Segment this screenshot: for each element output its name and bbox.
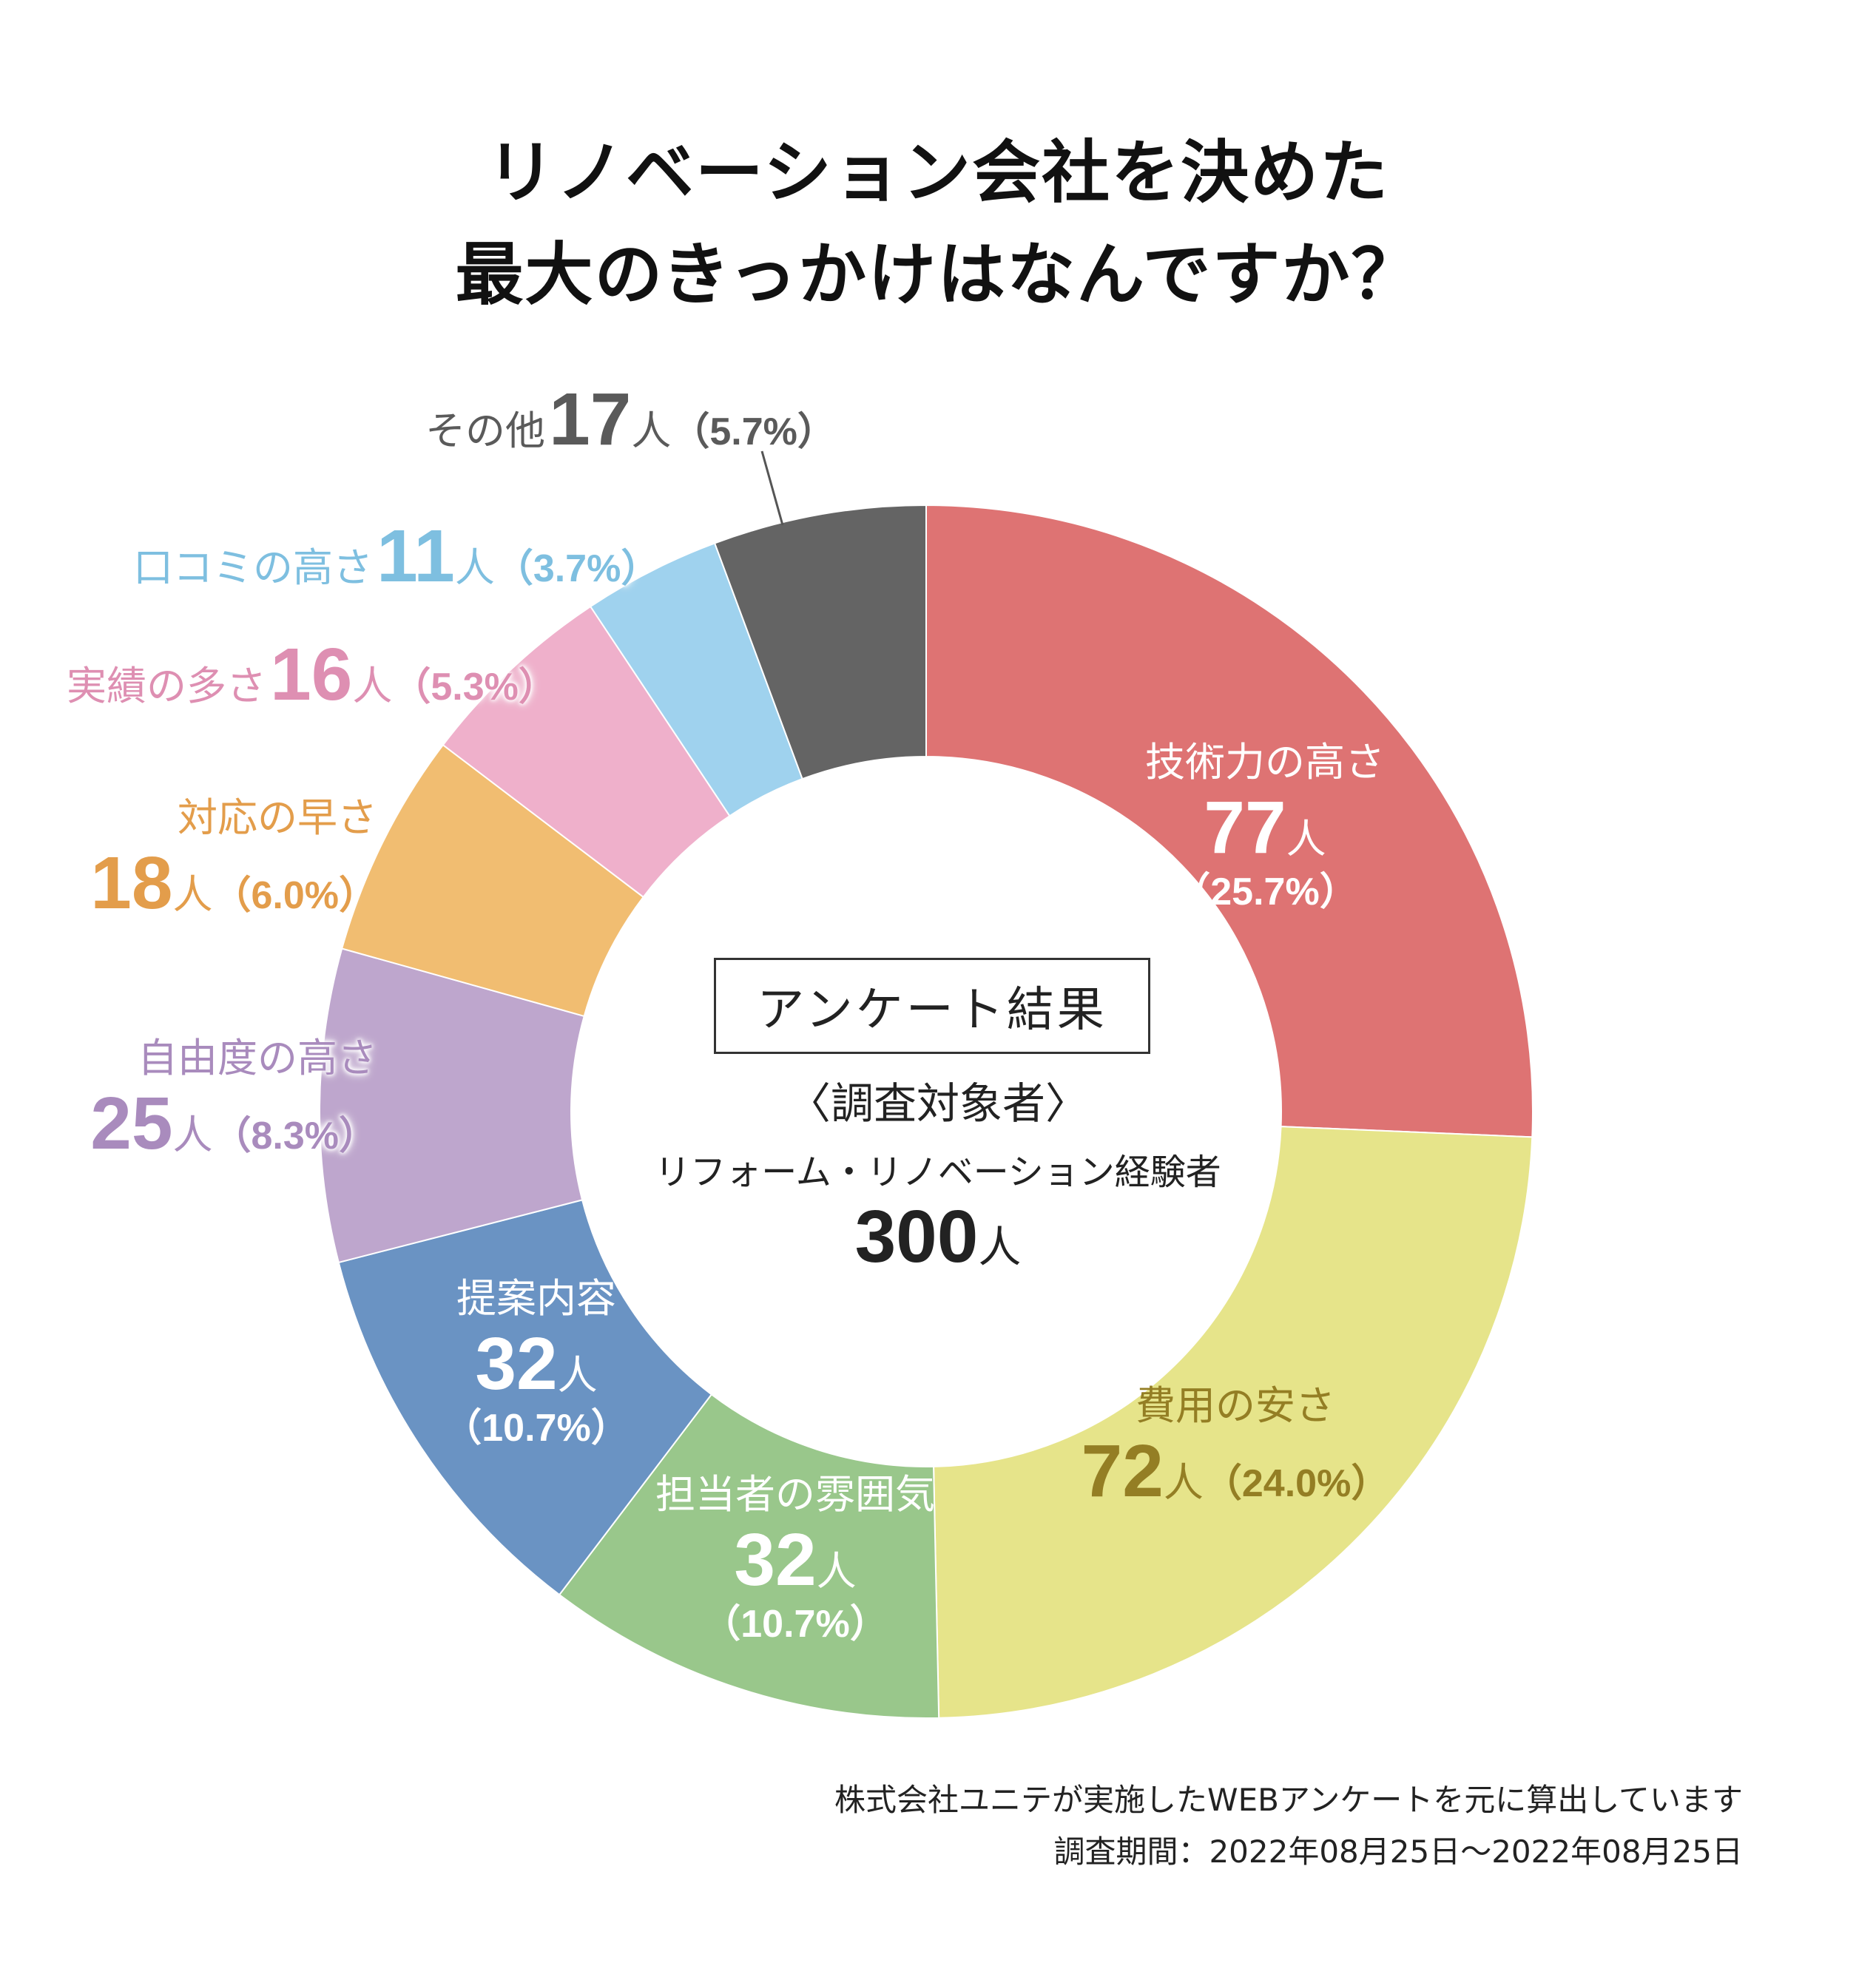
donut-slices [319,504,1533,1719]
chart-title-line-2: 最大のきっかけはなんですか？ [455,235,1421,314]
label-reviews-percent: （3.7%） [494,547,660,590]
label-track-record-unit: 人 [352,663,393,709]
respondent-count: 300人 [0,1194,1876,1280]
slice-technical-skill [925,504,1533,1138]
survey-result-label: アンケート結果 [757,983,1107,1038]
label-low-cost-value: 72 [1081,1430,1164,1513]
label-flexibility-value: 25 [90,1082,173,1166]
respondent-count-value: 300 [854,1195,979,1278]
label-staff-atmosphere: 担当者の雰囲気 32人 （10.7%） [636,1471,954,1647]
label-technical-skill-value: 77 [1204,786,1286,870]
respondent-count-unit: 人 [978,1222,1022,1272]
label-low-cost-unit: 人 [1163,1459,1204,1507]
label-other-unit: 人 [631,408,672,454]
label-staff-atmosphere-name: 担当者の雰囲気 [655,1471,935,1518]
label-staff-atmosphere-percent: （10.7%） [702,1603,888,1646]
slice-proposal [337,1199,713,1596]
label-proposal-value: 32 [475,1322,558,1406]
label-response-speed-name: 対応の早さ [178,794,377,841]
chart-title: リノベーション会社を決めた 最大のきっかけはなんですか？ [0,122,1876,326]
footnote-period: 調査期間：2022年08月25日〜2022年08月25日 [1053,1834,1743,1870]
slice-staff-atmosphere [558,1393,940,1719]
survey-result-box: アンケート結果 [714,958,1150,1054]
label-response-speed: 対応の早さ 18人（6.0%） [74,794,377,926]
label-response-speed-value: 18 [90,842,173,925]
slice-low-cost [933,1126,1533,1719]
label-proposal-unit: 人 [557,1352,598,1399]
label-proposal: 提案内容 32人 （10.7%） [414,1275,658,1451]
label-track-record-percent: （5.3%） [392,666,557,709]
label-flexibility-name: 自由度の高さ [138,1035,377,1081]
slice-other [713,504,927,780]
label-technical-skill: 技術力の高さ 77人 （25.7%） [1139,739,1391,915]
label-response-speed-unit: 人 [172,871,213,919]
subject-description: リフォーム・リノベーション経験者 [655,1152,1221,1193]
label-other-name: その他 [425,408,545,454]
label-flexibility-percent: （8.3%） [212,1115,377,1158]
label-low-cost-name: 費用の安さ [1136,1382,1335,1429]
label-reviews: 口コミの高さ 11人（3.7%） [133,514,710,599]
label-proposal-name: 提案内容 [456,1275,616,1322]
chart-title-line-1: リノベーション会社を決めた [486,133,1390,212]
label-reviews-value: 11 [377,515,455,598]
label-technical-skill-unit: 人 [1286,816,1326,863]
footnote-source: 株式会社ユニテが実施したWEBアンケートを元に算出しています [834,1782,1743,1818]
label-reviews-unit: 人 [454,544,495,591]
subject-heading: 〈調査対象者〉 [787,1078,1088,1129]
label-other: その他 17人（5.7%） [425,377,884,462]
label-flexibility-unit: 人 [172,1112,213,1159]
label-technical-skill-name: 技術力の高さ [1145,739,1385,785]
label-flexibility: 自由度の高さ 25人（8.3%） [74,1035,377,1166]
label-response-speed-percent: （6.0%） [212,874,377,918]
label-track-record-name: 実績の多さ [67,663,266,709]
label-track-record: 実績の多さ 16人（5.3%） [67,632,599,717]
label-track-record-value: 16 [270,633,353,716]
label-other-percent: （5.7%） [671,410,836,453]
label-staff-atmosphere-value: 32 [734,1518,817,1602]
label-other-value: 17 [549,378,632,461]
label-technical-skill-percent: （25.7%） [1172,871,1358,914]
label-staff-atmosphere-unit: 人 [816,1548,857,1595]
other-leader-line [760,450,784,526]
label-proposal-percent: （10.7%） [443,1407,630,1450]
label-low-cost: 費用の安さ 72人（24.0%） [1076,1382,1394,1514]
label-low-cost-percent: （24.0%） [1203,1462,1390,1506]
label-reviews-name: 口コミの高さ [133,544,373,591]
